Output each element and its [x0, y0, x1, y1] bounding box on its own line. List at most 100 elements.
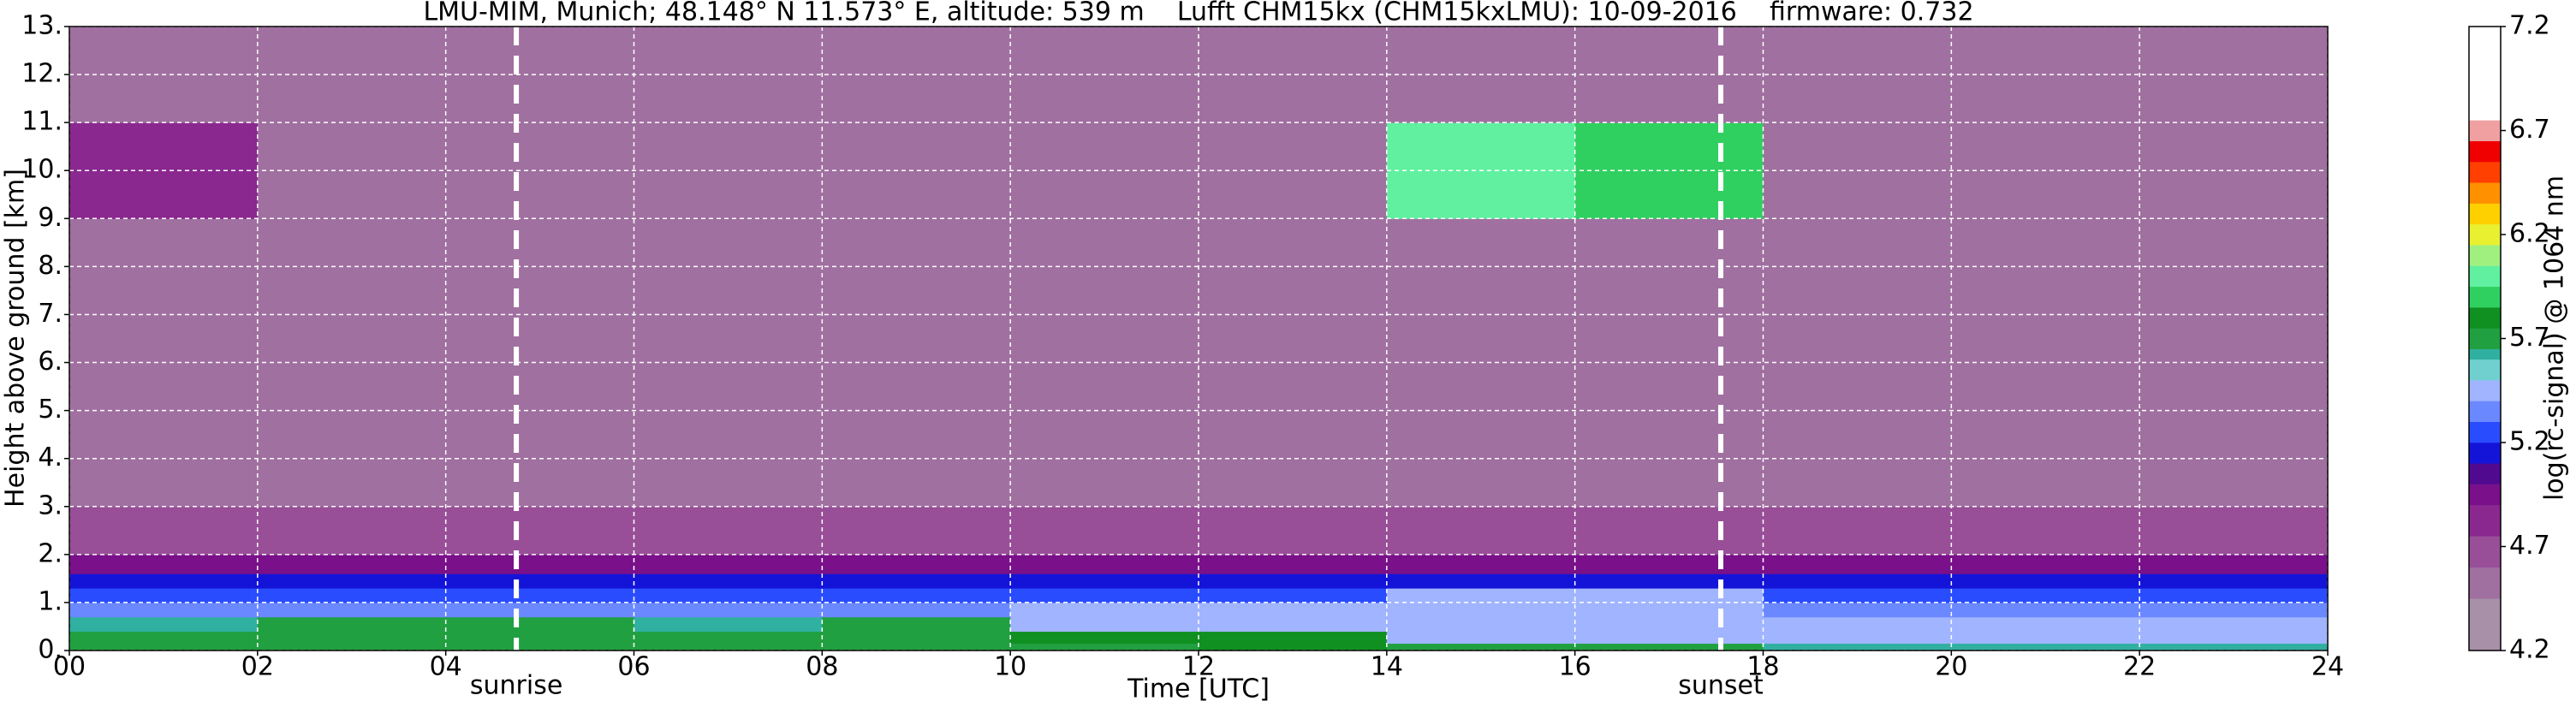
heatmap-cell — [445, 631, 634, 645]
x-tick-label: 24 — [2311, 652, 2344, 682]
heatmap-cell — [2139, 616, 2329, 633]
heatmap-cell — [257, 554, 447, 574]
heatmap-cell — [257, 602, 447, 618]
heatmap-cell — [634, 588, 823, 603]
heatmap-cell — [1010, 506, 1199, 556]
heatmap-cell — [1386, 643, 1576, 651]
heatmap-cell — [1199, 27, 1388, 123]
x-axis-label: Time [UTC] — [1127, 674, 1270, 704]
heatmap-cell — [69, 573, 259, 589]
heatmap-cell — [634, 643, 823, 651]
heatmap-cell — [445, 602, 634, 618]
y-tick-label: 5. — [38, 395, 62, 425]
x-tick-label: 04 — [430, 652, 462, 682]
heatmap-cell — [1574, 616, 1764, 633]
y-tick-label: 7. — [38, 299, 62, 329]
heatmap-cell — [445, 573, 634, 589]
heatmap-cell — [822, 506, 1011, 556]
x-tick-label: 18 — [1746, 652, 1779, 682]
y-tick-label: 4. — [38, 443, 62, 472]
heatmap-cell — [634, 506, 823, 556]
heatmap-cell — [1951, 554, 2140, 574]
heatmap-cell — [1010, 616, 1199, 633]
colorbar-segment — [2469, 567, 2501, 599]
heatmap-cell — [1010, 631, 1199, 645]
heatmap-cell — [1763, 643, 1952, 651]
heatmap-cell — [1199, 122, 1388, 219]
heatmap-cell — [1386, 602, 1576, 618]
heatmap-cell — [1951, 631, 2140, 645]
heatmap-cell — [257, 616, 447, 633]
heatmap-cell — [257, 631, 447, 645]
y-tick-label: 8. — [38, 251, 62, 281]
heatmap-cell — [445, 616, 634, 633]
colorbar-segment — [2469, 140, 2501, 163]
colorbar-tick-label: 4.7 — [2509, 531, 2550, 561]
heatmap-cell — [1010, 588, 1199, 603]
heatmap-cell — [822, 588, 1011, 603]
colorbar-segment — [2469, 182, 2501, 204]
x-tick-label: 10 — [994, 652, 1026, 682]
y-tick-label: 11. — [21, 107, 62, 137]
heatmap-cell — [1199, 616, 1388, 633]
heatmap-cell — [69, 588, 259, 603]
heatmap-cell — [1010, 573, 1199, 589]
colorbar-tick-label: 5.7 — [2509, 323, 2550, 353]
colorbar-segment — [2469, 536, 2501, 568]
y-tick-label: 2. — [38, 538, 62, 568]
heatmap-cell — [1574, 554, 1764, 574]
y-tick-label: 3. — [38, 490, 62, 520]
heatmap-cell — [1386, 588, 1576, 603]
y-tick-label: 12. — [21, 59, 62, 89]
heatmap-cell — [1386, 631, 1576, 645]
heatmap-cell — [2139, 643, 2329, 651]
heatmap-cell — [2139, 554, 2329, 574]
heatmap-cell — [1199, 588, 1388, 603]
heatmap-cell — [1199, 602, 1388, 618]
colorbar-segment — [2469, 328, 2501, 349]
heatmap-cell — [2139, 506, 2329, 556]
colorbar-segment — [2469, 359, 2501, 381]
heatmap-cell — [1199, 218, 1388, 508]
heatmap-cell — [1574, 588, 1764, 603]
heatmap-cell — [445, 643, 634, 651]
colorbar-segment — [2469, 504, 2501, 537]
y-tick-label: 10. — [21, 155, 62, 185]
heatmap-cell — [822, 616, 1011, 633]
chart-title: LMU-MIM, Munich; 48.148° N 11.573° E, al… — [423, 0, 1973, 27]
heatmap-cell — [2139, 631, 2329, 645]
heatmap-cell — [1951, 573, 2140, 589]
heatmap-cell — [634, 616, 823, 633]
colorbar-segment — [2469, 421, 2501, 443]
x-tick-label: 20 — [1935, 652, 1967, 682]
heatmap-cell — [1199, 554, 1388, 574]
heatmap-cell — [1574, 643, 1764, 651]
x-tick-label: 22 — [2123, 652, 2156, 682]
heatmap-cell — [1951, 616, 2140, 633]
heatmap-cell — [257, 588, 447, 603]
heatmap-cell — [1763, 616, 1952, 633]
colorbar-segment — [2469, 307, 2501, 329]
heatmap-cell — [634, 602, 823, 618]
heatmap-cell — [1199, 506, 1388, 556]
heatmap-cell — [69, 616, 259, 633]
heatmap-cell — [822, 573, 1011, 589]
heatmap-cell — [1010, 602, 1199, 618]
colorbar-segment — [2469, 443, 2501, 464]
heatmap-cell — [257, 643, 447, 651]
heatmap-cell — [1010, 643, 1199, 651]
heatmap-cell — [1574, 506, 1764, 556]
heatmap-cell — [1386, 616, 1576, 633]
heatmap-cell — [822, 602, 1011, 618]
colorbar-segment — [2469, 120, 2501, 141]
x-tick-label: 00 — [53, 652, 86, 682]
heatmap-cell — [257, 573, 447, 589]
colorbar-tick-label: 4.2 — [2509, 635, 2550, 665]
heatmap-cell — [445, 554, 634, 574]
heatmap-cell — [1951, 588, 2140, 603]
heatmap-cell — [822, 643, 1011, 651]
heatmap-cell — [69, 602, 259, 618]
heatmap-cell — [69, 643, 259, 651]
heatmap-cell — [1951, 506, 2140, 556]
heatmap-cell — [634, 573, 823, 589]
